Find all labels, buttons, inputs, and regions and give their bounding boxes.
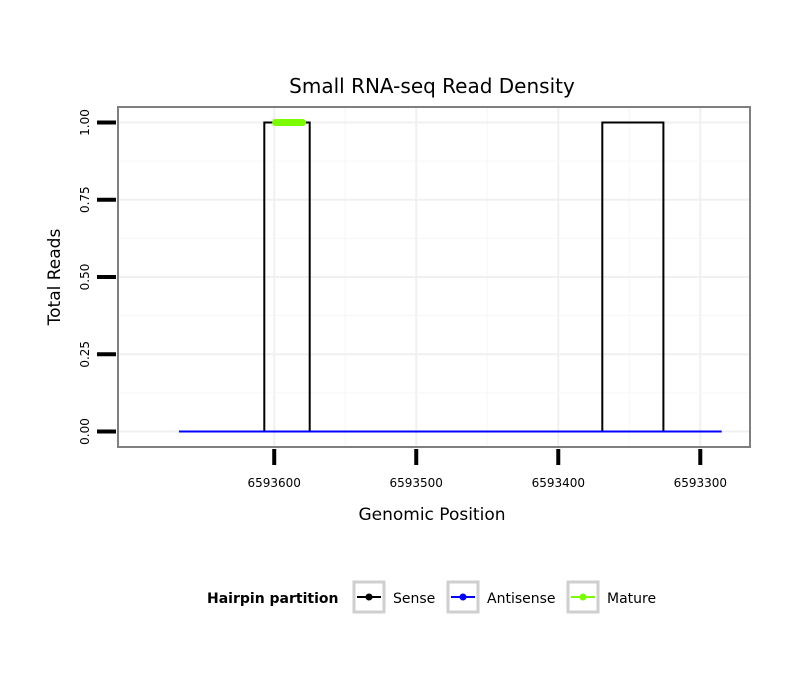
legend-label-sense: Sense	[393, 591, 435, 607]
legend-label-antisense: Antisense	[487, 591, 556, 607]
chart-title: Small RNA-seq Read Density	[289, 74, 575, 98]
legend: Hairpin partition Sense Antisense Mature	[207, 580, 656, 614]
legend-dot-sense	[365, 593, 373, 601]
x-tick-label: 6593600	[247, 476, 300, 490]
y-tick-label: 0.75	[78, 186, 92, 213]
x-tick-label: 6593300	[674, 476, 727, 490]
legend-key-mature	[566, 580, 600, 614]
series-layer	[179, 119, 722, 433]
x-axis-title: Genomic Position	[358, 505, 505, 525]
grid	[118, 107, 750, 447]
y-axis: 0.00 0.25 0.50 0.75 1.00	[78, 109, 116, 445]
y-tick-label: 1.00	[78, 109, 92, 136]
y-tick-label: 0.00	[78, 418, 92, 445]
x-tick-label: 6593500	[389, 476, 442, 490]
x-tick-label: 6593400	[532, 476, 585, 490]
y-tick-label: 0.50	[78, 264, 92, 291]
legend-title: Hairpin partition	[207, 591, 338, 607]
plot-frame	[117, 106, 751, 448]
y-tick-label: 0.25	[78, 341, 92, 368]
y-axis-title: Total Reads	[45, 229, 65, 327]
legend-dot-mature	[579, 593, 587, 601]
x-axis: 6593600 6593500 6593400 6593300	[247, 449, 727, 490]
legend-label-mature: Mature	[607, 591, 656, 607]
legend-dot-antisense	[459, 593, 467, 601]
